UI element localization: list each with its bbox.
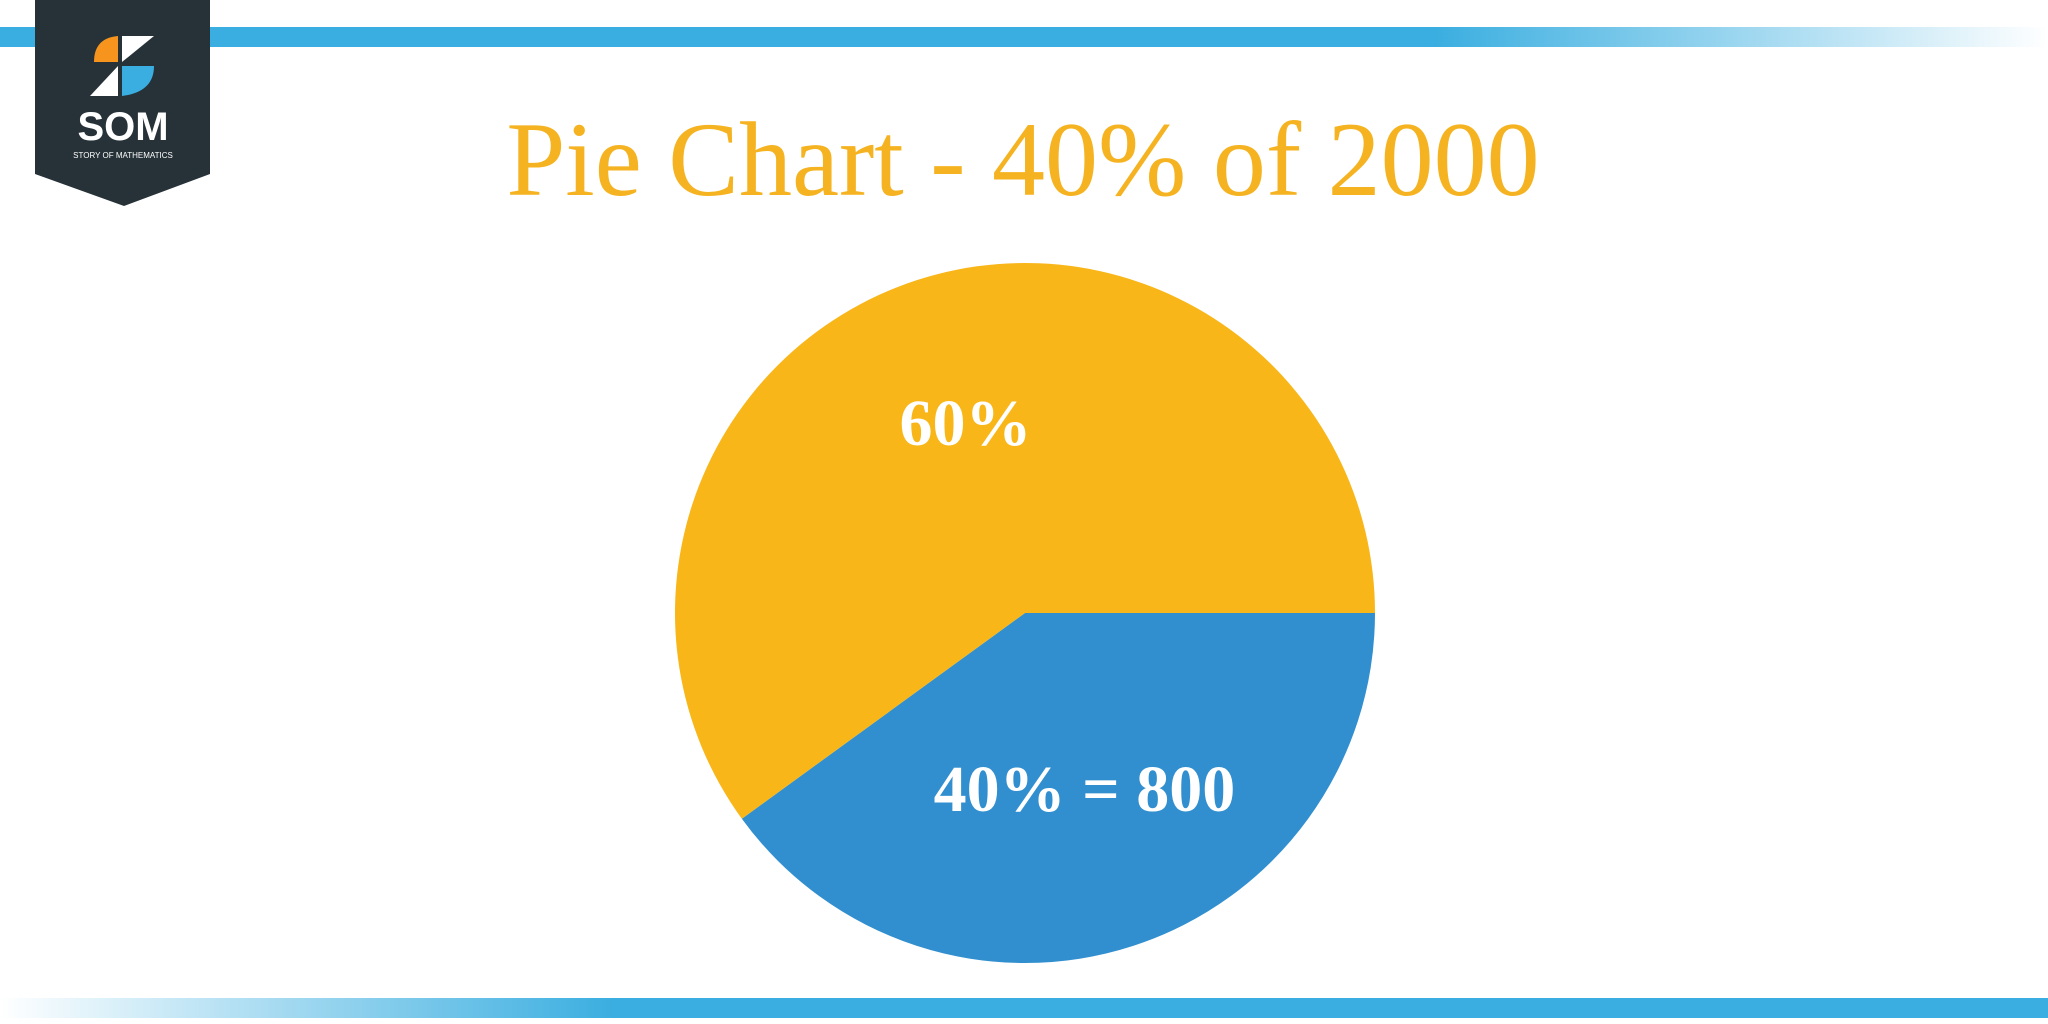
logo-text: SOM	[77, 105, 168, 149]
bottom-bar	[0, 998, 2048, 1018]
top-bar	[0, 27, 2048, 47]
pie-slice	[741, 613, 1375, 963]
chart-title: Pie Chart - 40% of 2000	[506, 101, 1539, 218]
logo: SOM STORY OF MATHEMATICS	[35, 0, 210, 206]
pie-slice	[674, 262, 1375, 819]
logo-subtitle: STORY OF MATHEMATICS	[73, 151, 173, 160]
data-label: 60%	[900, 387, 1032, 460]
data-label: 40% = 800	[934, 753, 1236, 826]
